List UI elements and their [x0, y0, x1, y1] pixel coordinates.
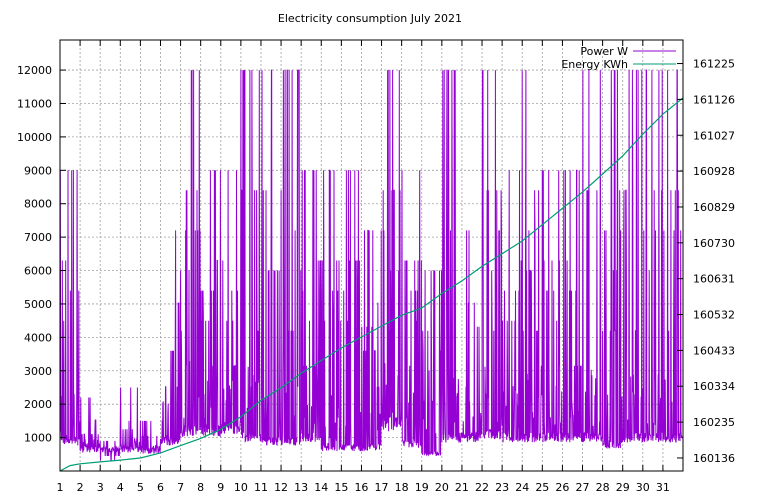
x-tick-label: 11 — [254, 481, 268, 494]
left-axis-ticks: 1000 2000 3000 4000 5000 6000 7000 8000 9000 1000… — [17, 64, 66, 445]
x-tick-label: 8 — [197, 481, 204, 494]
x-tick-label: 10 — [234, 481, 248, 494]
left-tick-label: 3000 — [24, 365, 52, 378]
left-tick-label: 4000 — [24, 331, 52, 344]
left-tick-label: 1000 — [24, 432, 52, 445]
legend-label-energy: Energy KWh — [561, 58, 628, 71]
x-tick-label: 7 — [177, 481, 184, 494]
x-tick-label: 26 — [555, 481, 569, 494]
x-tick-label: 24 — [515, 481, 529, 494]
legend-label-power: Power W — [580, 45, 628, 58]
x-axis-ticks: 1 2 3 4 5 6 7 8 9 10 11 12 13 14 15 16 17 18 19 20 21 22 23 24 2… — [57, 40, 670, 494]
energy-line — [59, 97, 684, 472]
x-tick-label: 23 — [495, 481, 509, 494]
x-tick-label: 9 — [217, 481, 224, 494]
x-tick-label: 22 — [475, 481, 489, 494]
x-tick-label: 5 — [137, 481, 144, 494]
left-tick-label: 9000 — [24, 164, 52, 177]
x-tick-label: 29 — [616, 481, 630, 494]
left-tick-label: 7000 — [24, 231, 52, 244]
legend: Power W Energy KWh — [561, 45, 676, 71]
x-tick-label: 31 — [656, 481, 670, 494]
x-tick-label: 6 — [157, 481, 164, 494]
x-tick-label: 2 — [77, 481, 84, 494]
x-tick-label: 17 — [375, 481, 389, 494]
left-tick-label: 6000 — [24, 265, 52, 278]
right-tick-label: 161126 — [693, 93, 735, 106]
x-tick-label: 13 — [294, 481, 308, 494]
left-tick-label: 5000 — [24, 298, 52, 311]
right-tick-label: 160928 — [693, 165, 735, 178]
right-tick-label: 160631 — [693, 273, 735, 286]
x-tick-label: 3 — [97, 481, 104, 494]
x-tick-label: 21 — [455, 481, 469, 494]
x-tick-label: 15 — [334, 481, 348, 494]
x-tick-label: 4 — [117, 481, 124, 494]
power-series — [59, 69, 684, 461]
x-tick-label: 25 — [535, 481, 549, 494]
power-line — [59, 69, 684, 461]
x-tick-label: 12 — [274, 481, 288, 494]
left-tick-label: 2000 — [24, 398, 52, 411]
x-tick-label: 19 — [415, 481, 429, 494]
x-tick-label: 30 — [636, 481, 650, 494]
right-tick-label: 160433 — [693, 344, 735, 357]
x-tick-label: 18 — [395, 481, 409, 494]
right-tick-label: 160532 — [693, 309, 735, 322]
chart-title: Electricity consumption July 2021 — [278, 12, 462, 25]
left-tick-label: 12000 — [17, 64, 52, 77]
x-tick-label: 20 — [435, 481, 449, 494]
left-tick-label: 8000 — [24, 198, 52, 211]
x-tick-label: 1 — [57, 481, 64, 494]
x-tick-label: 27 — [576, 481, 590, 494]
right-tick-label: 160829 — [693, 201, 735, 214]
right-tick-label: 161225 — [693, 58, 735, 71]
plot-frame — [59, 39, 684, 472]
x-tick-label: 14 — [314, 481, 328, 494]
right-tick-label: 161027 — [693, 129, 735, 142]
right-tick-label: 160235 — [693, 416, 735, 429]
x-tick-label: 28 — [596, 481, 610, 494]
energy-series — [59, 97, 684, 472]
left-tick-label: 10000 — [17, 131, 52, 144]
right-tick-label: 160730 — [693, 237, 735, 250]
right-axis-ticks: 160136 160235 160334 160433 160532 160631 1607… — [677, 58, 735, 465]
x-tick-label: 16 — [354, 481, 368, 494]
right-tick-label: 160136 — [693, 452, 735, 465]
left-tick-label: 11000 — [17, 97, 52, 110]
right-tick-label: 160334 — [693, 380, 735, 393]
